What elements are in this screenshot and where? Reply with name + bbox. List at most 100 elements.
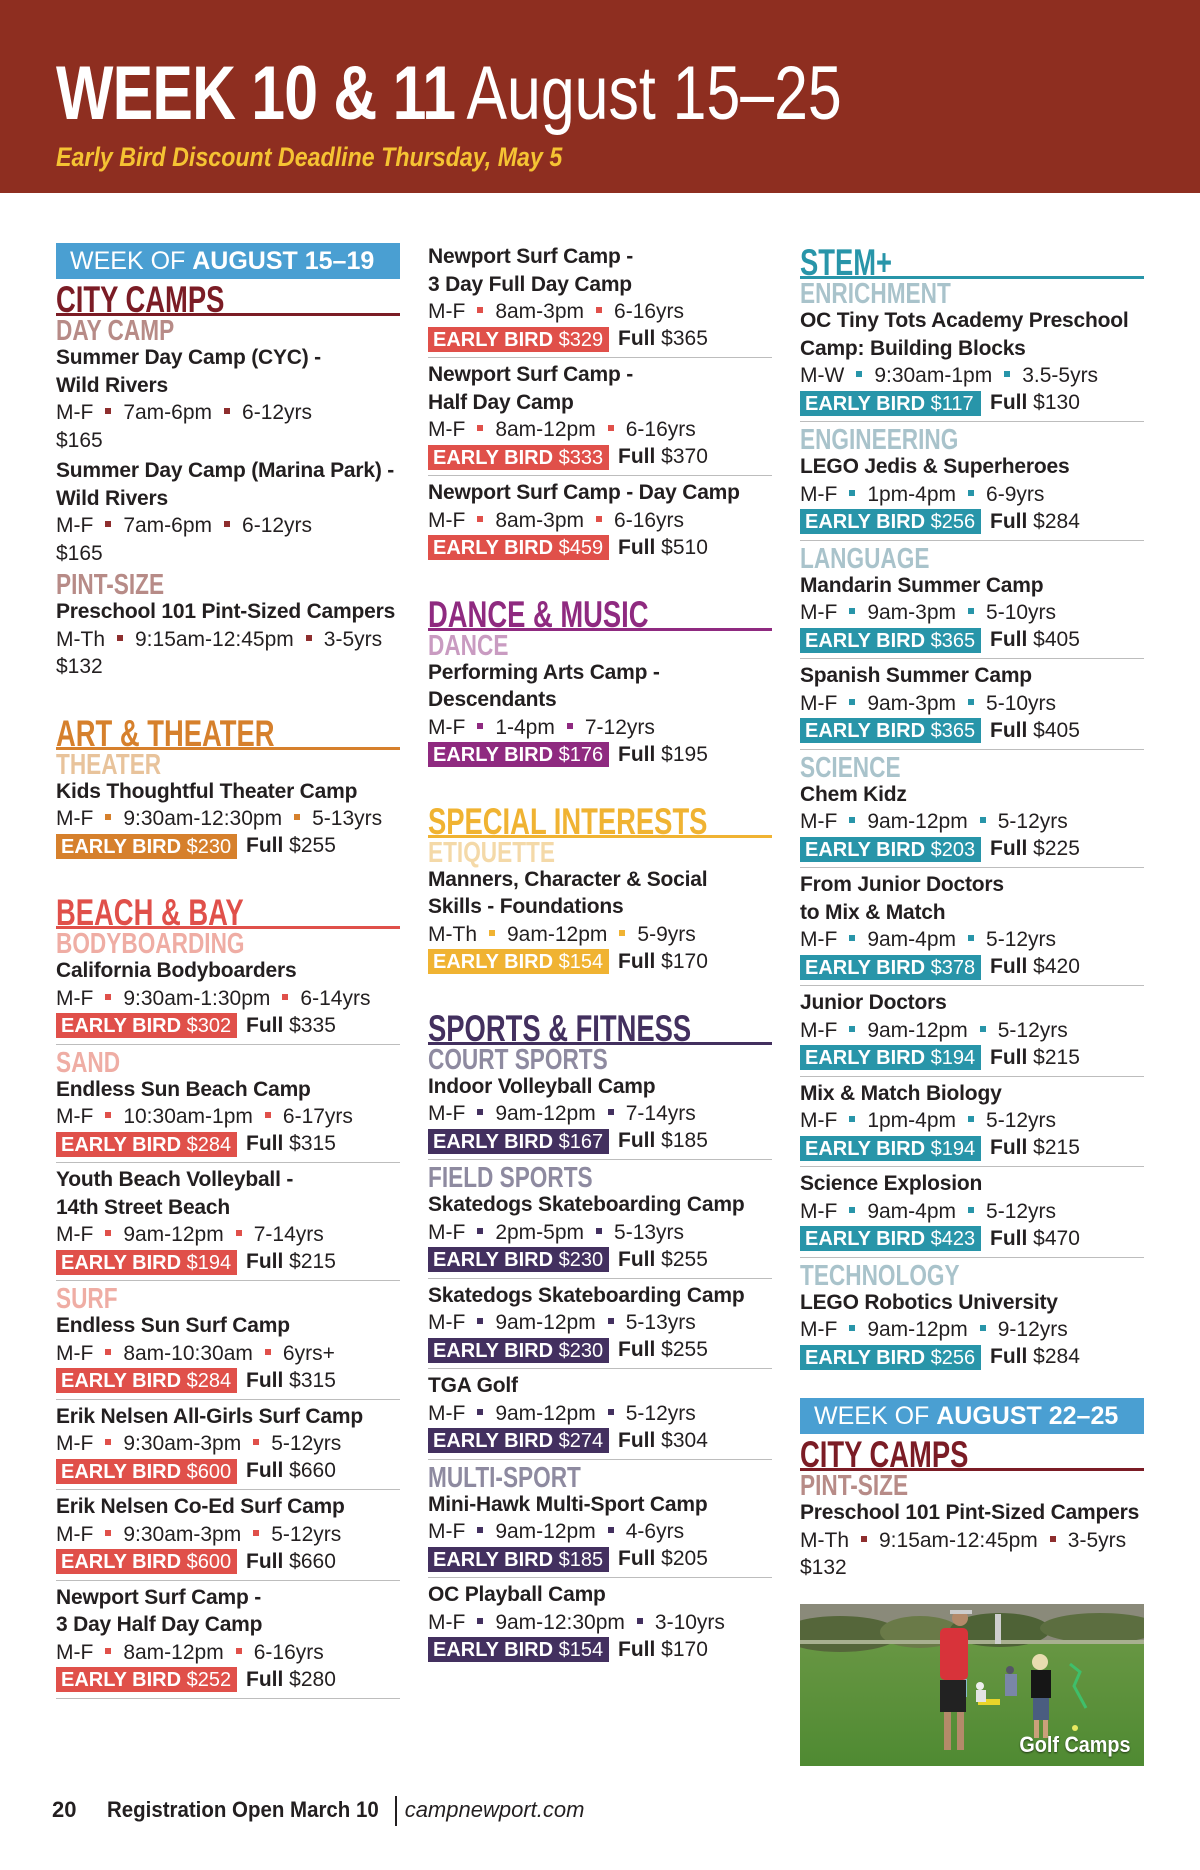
- early-bird-label: EARLY BIRD: [433, 537, 554, 560]
- camp-schedule: M-F 9am-12pm 5-13yrs: [428, 1309, 772, 1337]
- price-row: EARLY BIRD $203 Full $225: [800, 836, 1144, 864]
- bullet-icon: [596, 307, 603, 314]
- price-row: EARLY BIRD $252 Full $280: [56, 1666, 400, 1694]
- bullet-icon: [294, 814, 301, 821]
- early-bird-price: $333: [558, 446, 604, 469]
- bullet-icon: [849, 1206, 856, 1213]
- camp-name: Spanish Summer Camp: [800, 664, 1032, 687]
- camp-days: M-F: [56, 514, 94, 537]
- camp-ages: 5-9yrs: [637, 922, 696, 946]
- bullet-icon: [105, 521, 112, 528]
- camp-time: 9am-4pm: [867, 928, 957, 951]
- bullet-icon: [968, 698, 975, 705]
- early-bird-badge: EARLY BIRD $600: [56, 1458, 237, 1484]
- camp-schedule: M-Th 9:15am-12:45pm 3-5yrs: [56, 626, 400, 654]
- early-bird-badge: EARLY BIRD $365: [800, 627, 981, 653]
- price-row: EARLY BIRD $230 Full $255: [56, 833, 400, 861]
- column-3: STEM+ ENRICHMENT OC Tiny Tots Academy Pres…: [800, 243, 1144, 1766]
- early-bird-price: $167: [558, 1130, 604, 1153]
- camp-schedule: M-F 9am-12pm 9-12yrs: [800, 1316, 1144, 1344]
- camp-name: Skatedogs Skateboarding Camp: [428, 1283, 745, 1307]
- early-bird-badge: EARLY BIRD $256: [800, 1344, 981, 1370]
- camp-time: 9am-12pm: [867, 1318, 968, 1341]
- camp-ages: 3-10yrs: [654, 1610, 725, 1634]
- camp-listing: Summer Day Camp (Marina Park) - Wild Rive…: [56, 457, 400, 570]
- full-price-value: $405: [1033, 718, 1080, 742]
- early-bird-badge: EARLY BIRD $230: [428, 1337, 609, 1363]
- camp-name: Preschool 101 Pint-Sized Campers: [56, 600, 396, 623]
- full-price: Full $215: [246, 1250, 336, 1274]
- camp-schedule: M-F 10:30am-1pm 6-17yrs: [56, 1103, 400, 1131]
- camp-ages: 5-10yrs: [986, 601, 1057, 624]
- bullet-icon: [979, 817, 986, 824]
- camp-time: 1pm-4pm: [867, 1109, 957, 1132]
- camp-time: 9am-12pm: [507, 922, 608, 946]
- camp-name: Preschool 101 Pint-Sized Campers: [800, 1501, 1140, 1524]
- camp-listing: Preschool 101 Pint-Sized Campers M-Th 9:15…: [56, 598, 400, 684]
- early-bird-label: EARLY BIRD: [61, 1015, 182, 1038]
- bullet-icon: [849, 608, 856, 615]
- bullet-icon: [968, 489, 975, 496]
- camp-name: Manners, Character & Social: [428, 867, 708, 891]
- camp-schedule: M-F 1pm-4pm 6-9yrs: [800, 481, 1144, 509]
- early-bird-badge: EARLY BIRD $365: [800, 718, 981, 744]
- bullet-icon: [566, 722, 573, 729]
- bullet-icon: [477, 515, 484, 522]
- bullet-icon: [305, 634, 312, 641]
- full-label: Full: [246, 1667, 284, 1691]
- camp-name: 3 Day Half Day Camp: [56, 1613, 263, 1636]
- camp-name: Mini-Hawk Multi-Sport Camp: [428, 1492, 708, 1516]
- early-bird-label: EARLY BIRD: [433, 328, 554, 351]
- camp-schedule: M-W 9:30am-1pm 3.5-5yrs: [800, 362, 1144, 390]
- full-label: Full: [618, 1428, 656, 1452]
- column-2: Newport Surf Camp -3 Day Full Day Camp M-…: [428, 243, 772, 1667]
- bullet-icon: [105, 1529, 112, 1536]
- camp-name: Chem Kidz: [800, 782, 907, 806]
- camp-listing: TGA Golf M-F 9am-12pm 5-12yrs EARLY BIRD $27…: [428, 1372, 772, 1460]
- camp-days: M-F: [428, 1220, 466, 1244]
- camp-days: M-W: [800, 364, 845, 387]
- week-of-label: WEEK OF: [70, 247, 193, 275]
- camp-name: Wild Rivers: [56, 486, 168, 510]
- early-bird-badge: EARLY BIRD $154: [428, 949, 609, 975]
- camp-ages: 9-12yrs: [997, 1318, 1068, 1341]
- full-label: Full: [246, 1250, 284, 1274]
- camp-time: 8am-12pm: [123, 1640, 224, 1664]
- website-link[interactable]: campnewport.com: [404, 1797, 585, 1822]
- full-label: Full: [990, 391, 1028, 415]
- price-row: EARLY BIRD $256 Full $284: [800, 508, 1144, 536]
- full-label: Full: [990, 837, 1028, 861]
- camp-schedule: M-F 9am-12pm 5-12yrs: [800, 1017, 1144, 1045]
- camp-time: 7am-6pm: [123, 514, 213, 537]
- camp-ages: 7-14yrs: [625, 1102, 696, 1125]
- early-bird-label: EARLY BIRD: [805, 1047, 926, 1070]
- camp-listing: Kids Thoughtful Theater Camp M-F 9:30am-12…: [56, 778, 400, 864]
- early-bird-price: $256: [930, 1346, 976, 1369]
- camp-schedule: M-F 7am-6pm 6-12yrs: [56, 512, 400, 540]
- early-bird-badge: EARLY BIRD $185: [428, 1546, 609, 1572]
- bullet-icon: [477, 1109, 484, 1116]
- camp-listing: Summer Day Camp (CYC) - Wild Rivers M-F 7am…: [56, 344, 400, 457]
- camp-listing: Junior Doctors M-F 9am-12pm 5-12yrs EARLY BI…: [800, 989, 1144, 1077]
- full-price: Full $215: [990, 1046, 1080, 1070]
- camp-days: M-F: [800, 601, 838, 624]
- camp-schedule: M-F 8am-10:30am 6yrs+: [56, 1340, 400, 1368]
- camp-days: M-F: [56, 986, 94, 1010]
- camp-name: Newport Surf Camp -: [428, 363, 634, 386]
- early-bird-price: $284: [186, 1133, 232, 1156]
- category-heading: DANCE & MUSIC: [428, 595, 772, 633]
- full-label: Full: [246, 1368, 284, 1392]
- camp-ages: 5-12yrs: [997, 810, 1068, 833]
- bullet-icon: [607, 1527, 614, 1534]
- bullet-icon: [105, 993, 112, 1000]
- early-bird-badge: EARLY BIRD $274: [428, 1428, 609, 1454]
- full-price: Full $420: [990, 955, 1080, 979]
- early-bird-price: $365: [930, 629, 976, 652]
- camp-listing: Chem Kidz M-F 9am-12pm 5-12yrs EARLY BIRD $2…: [800, 781, 1144, 868]
- subcategory-heading: SAND: [56, 1046, 121, 1079]
- camp-schedule: M-F 2pm-5pm 5-13yrs: [428, 1219, 772, 1247]
- full-label: Full: [618, 1129, 656, 1153]
- bullet-icon: [979, 1025, 986, 1032]
- full-price-value: $660: [289, 1459, 336, 1483]
- camp-name: TGA Golf: [428, 1374, 518, 1397]
